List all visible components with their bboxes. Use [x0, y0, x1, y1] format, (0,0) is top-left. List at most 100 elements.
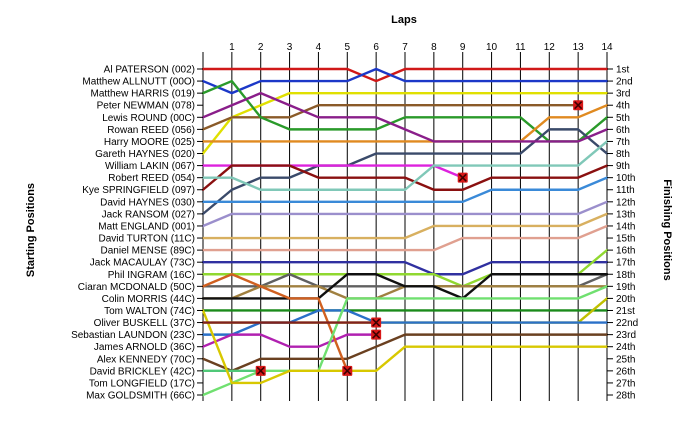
- starting-position-label: Kye SPRINGFIELD (097): [82, 185, 195, 196]
- finishing-position-label: 13th: [616, 209, 635, 220]
- lap-tick-label: 7: [402, 42, 408, 53]
- lap-tick-label: 5: [345, 42, 351, 53]
- series-line: [201, 140, 609, 191]
- starting-position-label: Matthew ALLNUTT (00O): [82, 77, 195, 88]
- finishing-position-label: 3rd: [616, 89, 630, 100]
- finishing-position-label: 14th: [616, 221, 635, 232]
- starting-position-label: Colin MORRIS (44C): [102, 294, 195, 305]
- series-line: [201, 164, 464, 179]
- series-line: [201, 285, 609, 397]
- finishing-position-label: 24th: [616, 342, 635, 353]
- retired-marker-cross: [574, 101, 583, 110]
- lap-tick-label: 3: [287, 42, 293, 53]
- lap-tick-label: 4: [316, 42, 322, 53]
- starting-position-label: David HAYNES (030): [100, 197, 195, 208]
- lap-tick-label: 6: [373, 42, 379, 53]
- series-line: [201, 91, 609, 143]
- finishing-position-label: 8th: [616, 149, 630, 160]
- lap-tick-label: 9: [460, 42, 466, 53]
- retired-marker-cross: [343, 366, 352, 375]
- finishing-position-label: 5th: [616, 113, 630, 124]
- series-line: [201, 128, 609, 216]
- series-line: [201, 176, 609, 204]
- lap-tick-label: 13: [573, 42, 585, 53]
- lap-tick-label: 11: [515, 42, 526, 53]
- y-axis-label-right: Finishing Positions: [661, 179, 673, 280]
- starting-position-label: Tom WALTON (74C): [104, 306, 195, 317]
- finishing-position-label: 19th: [616, 282, 635, 293]
- starting-position-label: David BRICKLEY (42C): [90, 366, 195, 377]
- retired-markers: [255, 100, 584, 376]
- series-line: [201, 260, 609, 276]
- finishing-position-label: 21st: [616, 306, 635, 317]
- finishing-position-label: 28th: [616, 391, 635, 402]
- retired-marker-cross: [458, 173, 467, 182]
- finishing-position-label: 17th: [616, 258, 635, 269]
- finishing-position-label: 2nd: [616, 77, 633, 88]
- finishing-position-label: 10th: [616, 173, 635, 184]
- lap-tick-label: 8: [431, 42, 437, 53]
- starting-position-label: Matthew HARRIS (019): [91, 89, 195, 100]
- finishing-position-label: 23rd: [616, 330, 636, 341]
- series-line: [201, 212, 609, 240]
- starting-position-label: Harry MOORE (025): [104, 137, 195, 148]
- series-line: [201, 224, 609, 252]
- retired-marker-cross: [372, 330, 381, 339]
- starting-position-label: Alex KENNEDY (70C): [97, 354, 195, 365]
- lap-tick-label: 10: [486, 42, 498, 53]
- chart-title: Laps: [391, 14, 417, 26]
- finishing-position-label: 20th: [616, 294, 635, 305]
- starting-position-label: Peter NEWMAN (078): [97, 101, 195, 112]
- starting-position-label: David TURTON (11C): [98, 234, 195, 245]
- series-line: [201, 67, 609, 95]
- finishing-position-label: 11th: [616, 185, 635, 196]
- lap-tick-labels: 1 2 3 4 5 6 7 8 9 10 11 12 13 14: [229, 42, 613, 53]
- series-line: [201, 104, 580, 131]
- starting-position-label: Tom LONGFIELD (17C): [89, 378, 195, 389]
- finishing-position-label: 25th: [616, 354, 635, 365]
- starting-position-label: Phil INGRAM (16C): [108, 270, 195, 281]
- starting-position-label: Rowan REED (056): [107, 125, 195, 136]
- lap-tick-label: 1: [229, 42, 235, 53]
- finishing-position-label: 7th: [616, 137, 630, 148]
- starting-position-label: Daniel MENSE (89C): [101, 246, 195, 257]
- retired-marker-cross: [256, 366, 265, 375]
- finishing-position-label: 1st: [616, 65, 630, 76]
- finishing-position-label: 9th: [616, 161, 630, 172]
- y-axis-label-left: Starting Positions: [25, 183, 37, 277]
- starting-position-label: Sebastian LAUNDON (23C): [71, 330, 195, 341]
- series-line: [201, 333, 609, 373]
- series-line: [201, 104, 609, 143]
- lap-tick-label: 14: [601, 42, 613, 53]
- retired-marker-cross: [372, 318, 381, 327]
- finishing-position-label: 18th: [616, 270, 635, 281]
- series-line: [201, 164, 609, 191]
- starting-position-label: Max GOLDSMITH (66C): [86, 391, 195, 402]
- finishing-position-label: 26th: [616, 366, 635, 377]
- starting-position-label: Gareth HAYNES (020): [95, 149, 195, 160]
- finishing-position-label: 6th: [616, 125, 630, 136]
- starting-position-label: James ARNOLD (36C): [94, 342, 195, 353]
- starting-position-label: Al PATERSON (002): [104, 65, 195, 76]
- starting-position-label: William LAKIN (067): [105, 161, 195, 172]
- finishing-position-label: 4th: [616, 101, 630, 112]
- lap-tick-label: 12: [544, 42, 556, 53]
- lap-tick-label: 2: [258, 42, 264, 53]
- series-line: [201, 273, 349, 373]
- finishing-position-label: 27th: [616, 378, 635, 389]
- starting-position-label: Robert REED (054): [108, 173, 195, 184]
- series-line: [201, 67, 609, 83]
- starting-position-label: Lewis ROUND (00C): [102, 113, 195, 124]
- finishing-position-label: 15th: [616, 234, 635, 245]
- starting-position-label: Jack MACAULAY (73C): [90, 258, 195, 269]
- starting-position-label: Ciaran MCDONALD (50C): [78, 282, 195, 293]
- starting-position-label: Jack RANSOM (027): [102, 209, 195, 220]
- series-line: [201, 273, 609, 300]
- position-labels: Al PATERSON (002)Matthew ALLNUTT (00O)Ma…: [71, 65, 638, 402]
- series-lines: [201, 67, 609, 397]
- finishing-position-label: 22nd: [616, 318, 638, 329]
- starting-position-label: Oliver BUSKELL (37C): [94, 318, 195, 329]
- starting-position-label: Matt ENGLAND (001): [98, 221, 195, 232]
